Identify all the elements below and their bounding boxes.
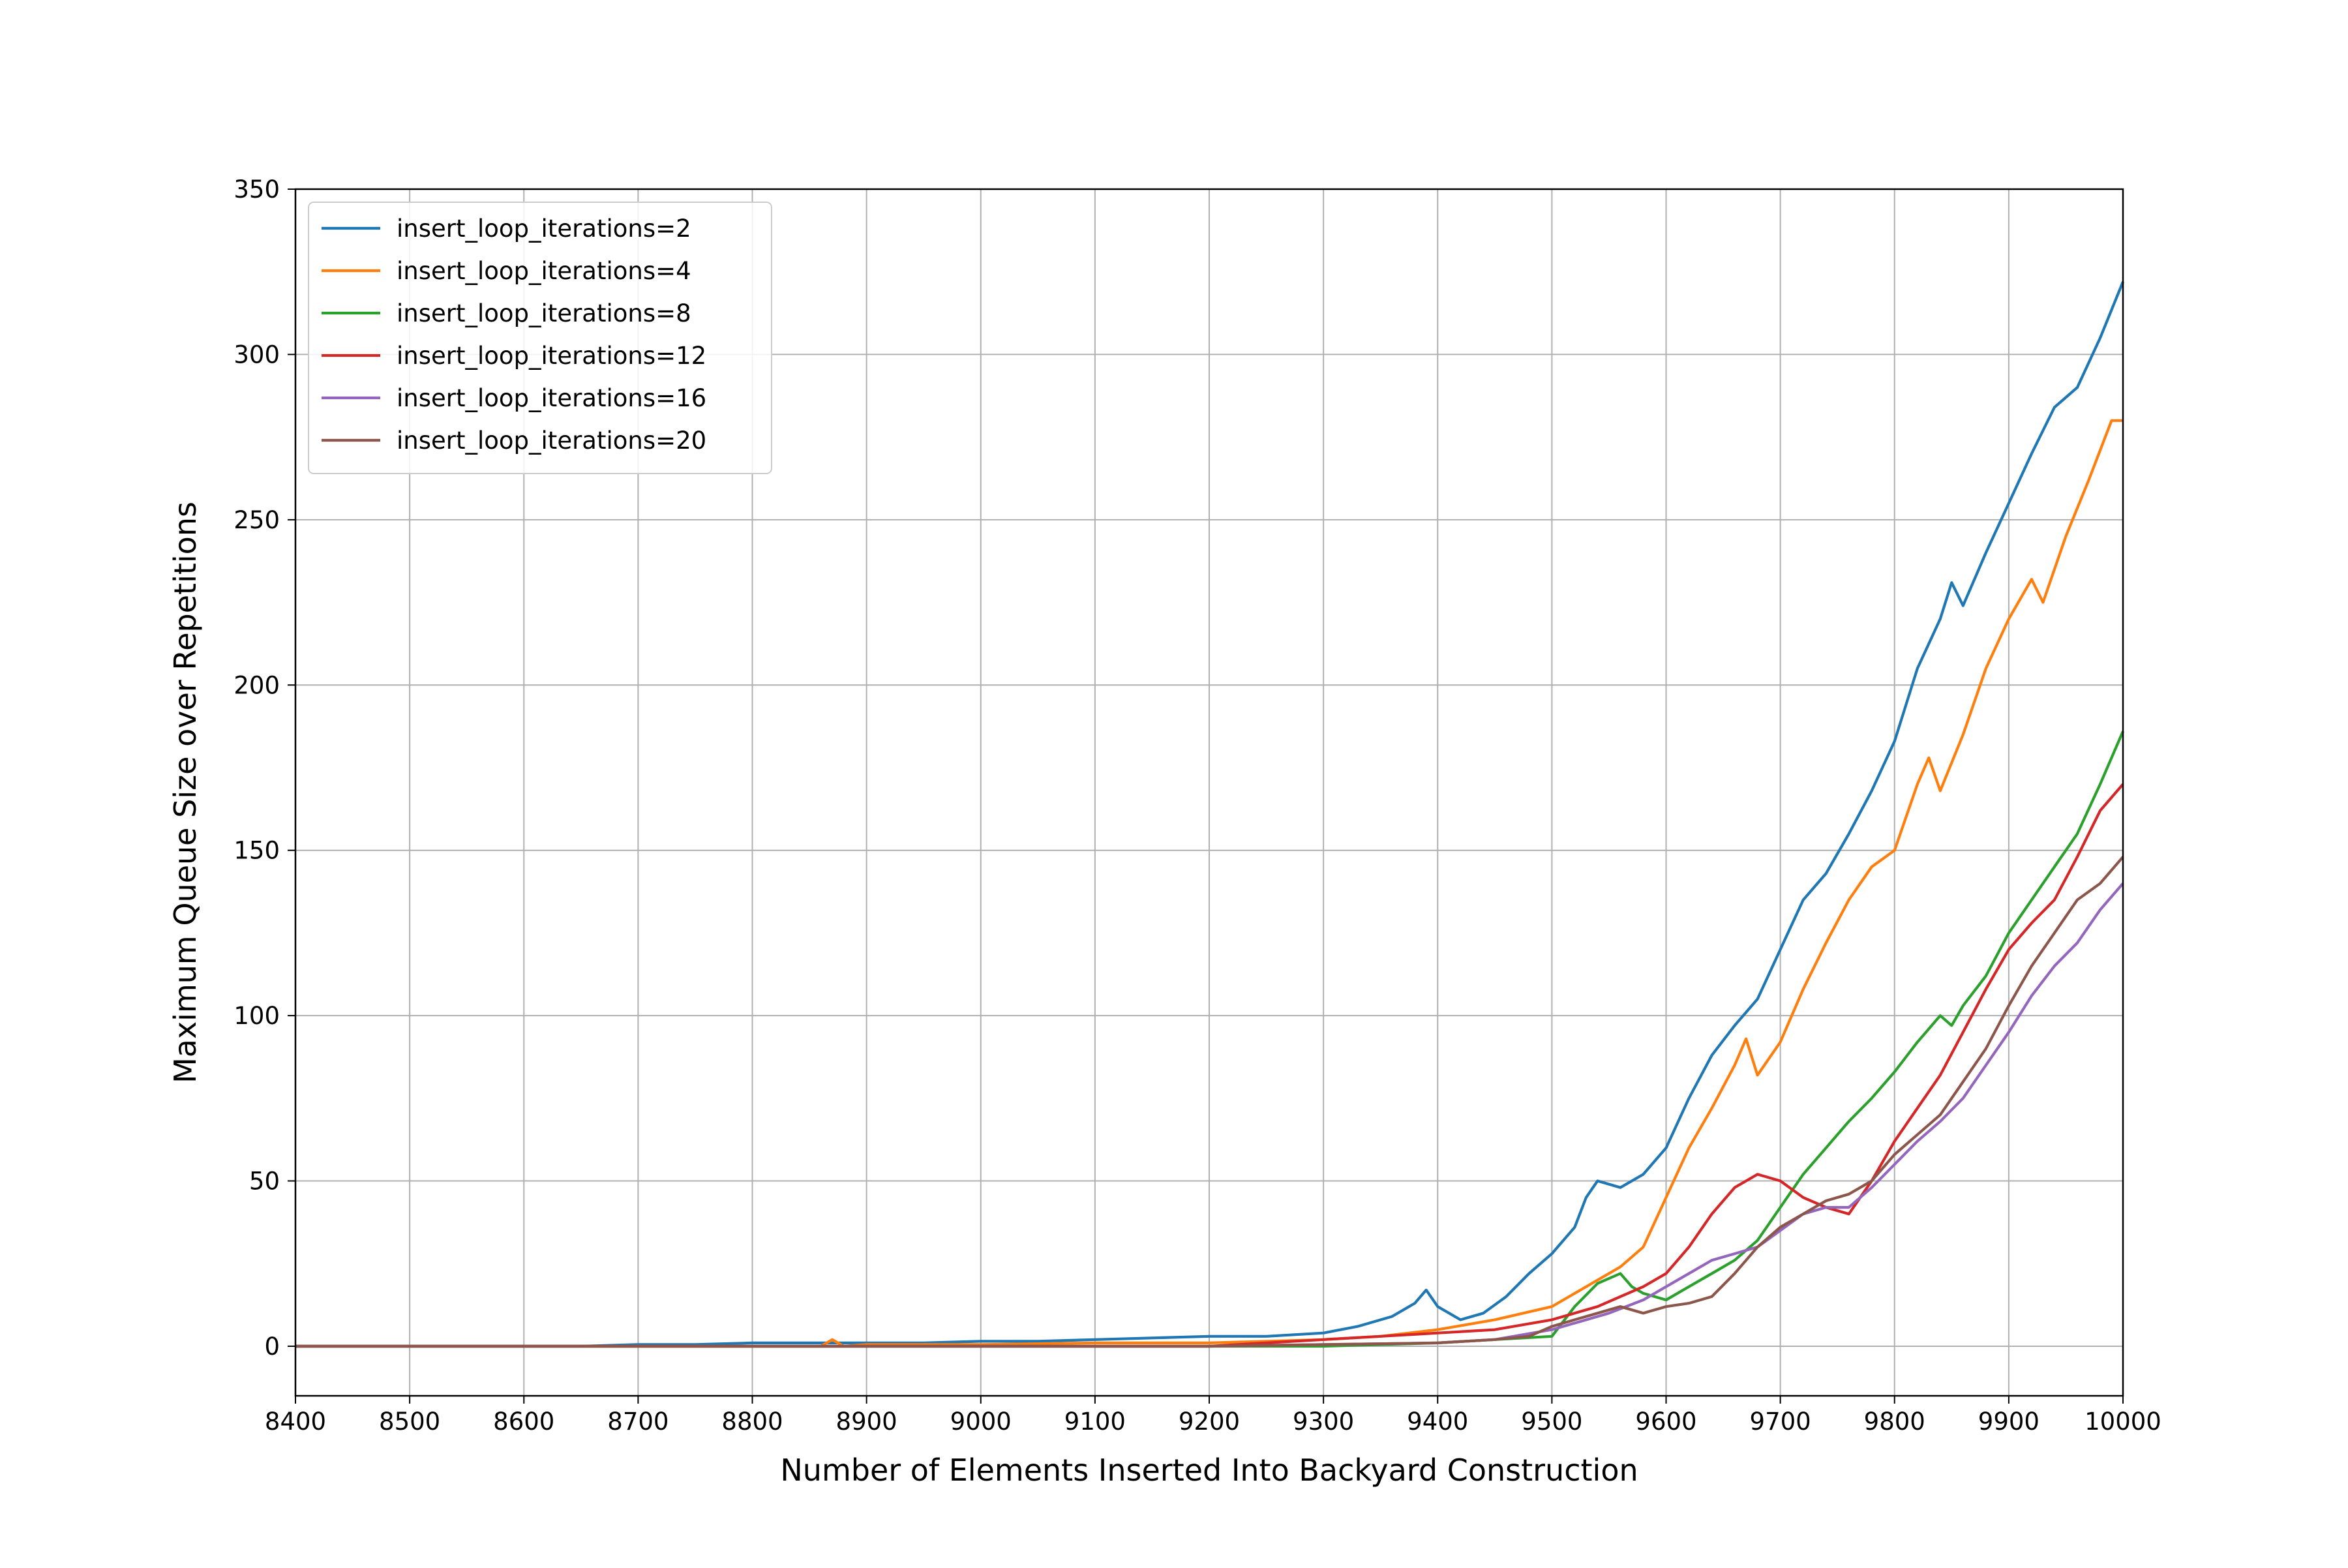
x-tick-label: 8500 — [379, 1408, 440, 1436]
x-tick-label: 9500 — [1521, 1408, 1582, 1436]
legend-frame — [308, 202, 772, 474]
y-tick-label: 50 — [249, 1168, 280, 1196]
x-tick-label: 8800 — [721, 1408, 783, 1436]
x-tick-label: 8400 — [265, 1408, 326, 1436]
x-tick-label: 8700 — [607, 1408, 669, 1436]
legend-label: insert_loop_iterations=8 — [397, 299, 691, 327]
series-lines — [295, 281, 2124, 1348]
x-tick-label: 9000 — [950, 1408, 1012, 1436]
x-axis-label: Number of Elements Inserted Into Backyar… — [780, 1453, 1638, 1488]
y-tick-label: 200 — [233, 671, 280, 699]
legend-label: insert_loop_iterations=2 — [397, 215, 691, 243]
axis-ticks: 8400 8500 8600 8700 8800 8900 9000 9100 9200 9300… — [233, 175, 2161, 1436]
legend-label: insert_loop_iterations=16 — [397, 384, 706, 412]
y-tick-label: 350 — [233, 175, 280, 204]
y-tick-label: 250 — [233, 506, 280, 534]
x-tick-label: 8900 — [836, 1408, 897, 1436]
legend-label: insert_loop_iterations=12 — [397, 342, 706, 370]
x-tick-label: 9900 — [1978, 1408, 2039, 1436]
legend-label: insert_loop_iterations=20 — [397, 427, 706, 455]
x-tick-label: 9300 — [1293, 1408, 1354, 1436]
y-tick-label: 0 — [264, 1333, 280, 1361]
x-tick-label: 9600 — [1635, 1408, 1696, 1436]
y-axis-label: Maximum Queue Size over Repetitions — [168, 502, 203, 1083]
x-tick-label: 9400 — [1407, 1408, 1468, 1436]
x-tick-label: 9100 — [1064, 1408, 1126, 1436]
y-tick-label: 150 — [233, 837, 280, 865]
y-tick-label: 300 — [233, 340, 280, 369]
x-tick-label: 9800 — [1864, 1408, 1925, 1436]
x-tick-label: 9200 — [1179, 1408, 1240, 1436]
x-tick-label: 10000 — [2085, 1408, 2161, 1436]
series-line-5 — [295, 856, 2124, 1348]
series-line-3 — [295, 783, 2124, 1348]
y-tick-label: 100 — [233, 1002, 280, 1030]
legend-label: insert_loop_iterations=4 — [397, 257, 691, 285]
x-tick-label: 8600 — [493, 1408, 554, 1436]
legend: insert_loop_iterations=2 insert_loop_iter… — [308, 202, 772, 474]
x-tick-label: 9700 — [1750, 1408, 1811, 1436]
